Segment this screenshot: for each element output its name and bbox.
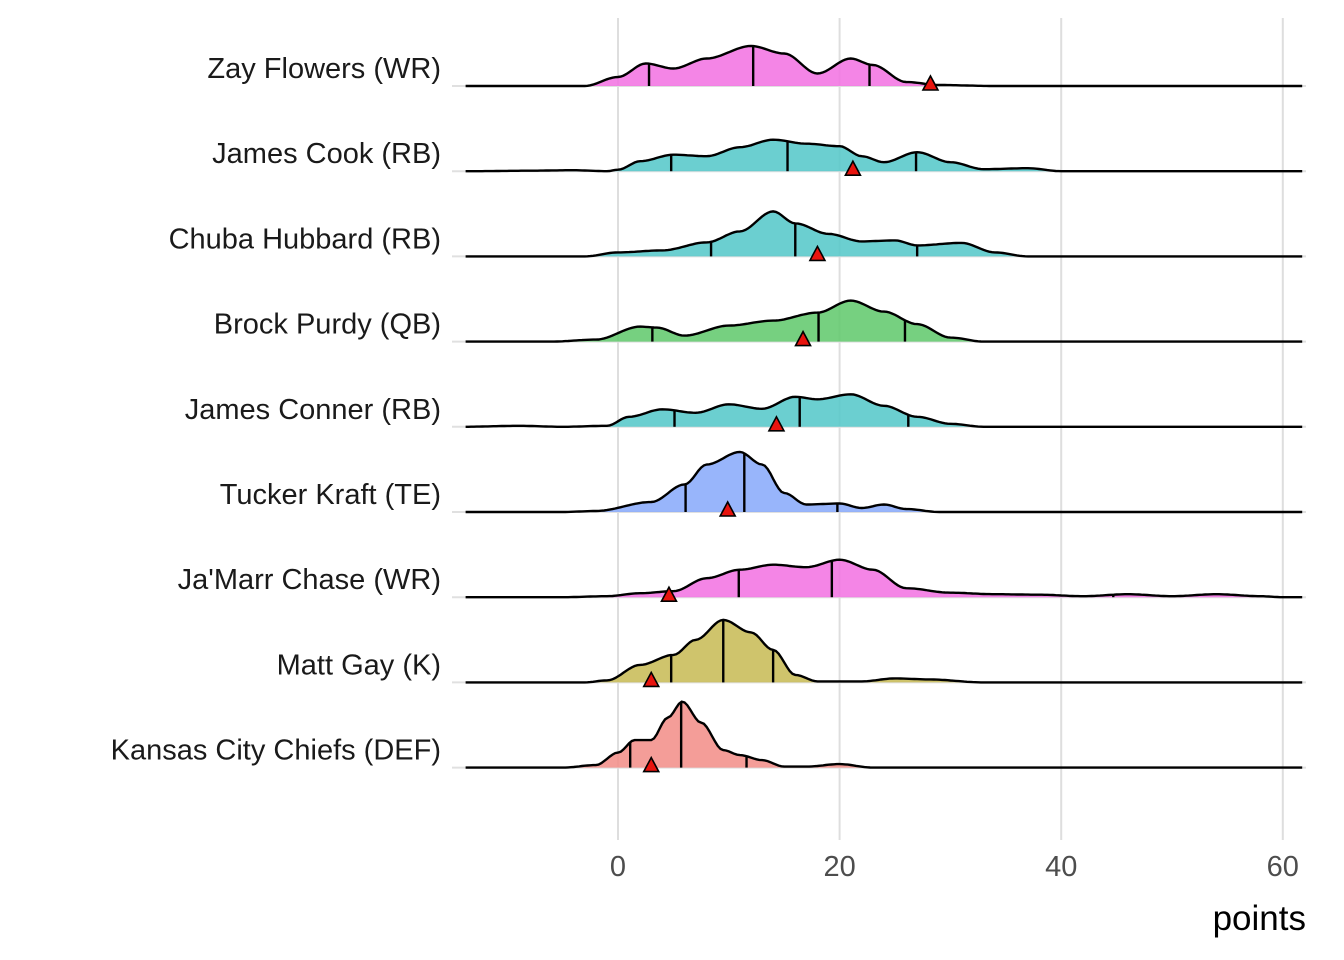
category-label: Brock Purdy (QB) xyxy=(214,309,441,341)
actual-marker-triangle xyxy=(642,670,661,688)
x-tick-label: 20 xyxy=(823,851,855,883)
ridge-james-cook-rb xyxy=(465,138,1303,176)
category-label: James Conner (RB) xyxy=(185,394,441,426)
actual-marker-triangle xyxy=(808,244,827,262)
actual-marker-triangle xyxy=(767,415,786,432)
y-axis-category-labels: Zay Flowers (WR) James Cook (RB) Chuba Hub… xyxy=(111,53,441,767)
density-outline xyxy=(465,44,1303,88)
ridge-zay-flowers-wr xyxy=(465,44,1303,91)
density-area xyxy=(465,701,1303,768)
x-tick-label: 0 xyxy=(610,851,626,883)
density-area xyxy=(465,211,1303,257)
density-outline xyxy=(465,558,1303,599)
ridge-tucker-kraft-te xyxy=(465,450,1303,517)
density-area xyxy=(465,394,1303,427)
density-outline xyxy=(465,450,1303,514)
density-area xyxy=(465,300,1303,342)
category-label: Chuba Hubbard (RB) xyxy=(169,223,441,255)
category-label: Matt Gay (K) xyxy=(277,649,441,681)
ridge-brock-purdy-qb xyxy=(465,299,1303,347)
category-label: Ja'Marr Chase (WR) xyxy=(178,564,441,596)
category-label: Zay Flowers (WR) xyxy=(207,53,441,85)
category-label: James Cook (RB) xyxy=(212,138,441,170)
density-ridges xyxy=(465,44,1303,773)
density-area xyxy=(465,139,1303,172)
ridge-kansas-city-chiefs-def xyxy=(465,700,1303,773)
actual-marker-triangle xyxy=(794,329,812,347)
density-outline xyxy=(465,393,1303,428)
ridge-chuba-hubbard-rb xyxy=(465,210,1303,262)
actual-marker-triangle xyxy=(660,585,678,602)
actual-marker-triangle xyxy=(844,159,862,176)
x-tick-label: 60 xyxy=(1267,851,1299,883)
vertical-gridlines xyxy=(617,18,1284,840)
density-outline xyxy=(465,299,1303,343)
density-area xyxy=(465,619,1303,683)
actual-marker-triangle xyxy=(921,74,940,91)
density-outline xyxy=(465,138,1303,173)
actual-marker-triangle xyxy=(642,755,661,773)
density-area xyxy=(465,46,1303,86)
x-axis-title: points xyxy=(1213,899,1306,938)
category-label: Kansas City Chiefs (DEF) xyxy=(111,735,441,767)
ridge-matt-gay-k xyxy=(465,618,1303,688)
density-outline xyxy=(465,210,1303,258)
density-area xyxy=(465,452,1303,512)
x-tick-label: 40 xyxy=(1045,851,1077,883)
density-outline xyxy=(465,618,1303,684)
density-outline xyxy=(465,700,1303,769)
ridge-ja-marr-chase-wr xyxy=(465,558,1303,602)
density-area xyxy=(465,559,1303,598)
ridge-james-conner-rb xyxy=(465,393,1303,432)
category-label: Tucker Kraft (TE) xyxy=(220,479,441,511)
x-axis-tick-labels: 0 20 40 60 xyxy=(610,851,1299,883)
actual-marker-triangle xyxy=(718,500,737,517)
